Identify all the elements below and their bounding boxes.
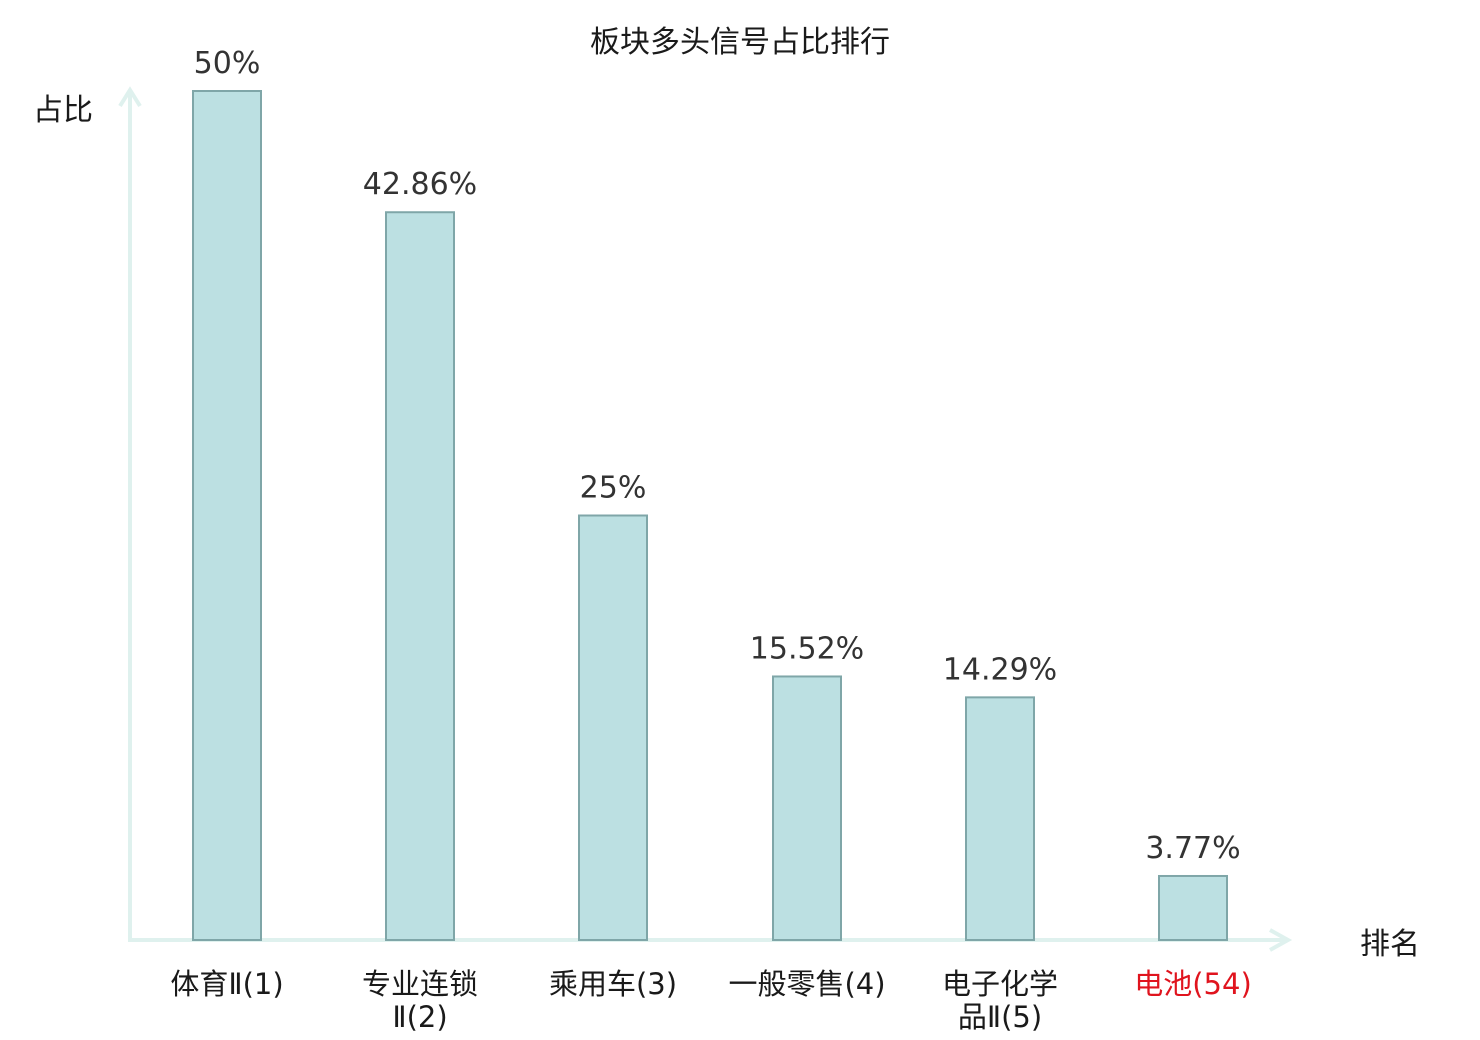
bar xyxy=(1158,874,1228,942)
bar xyxy=(578,514,648,941)
y-axis-arrow xyxy=(118,86,142,108)
category-label-line: 体育Ⅱ(1) xyxy=(170,967,283,1001)
category-label-line: 电子化学 xyxy=(942,967,1058,1001)
bar-value-label: 25% xyxy=(580,471,647,506)
bar-value-label: 14.29% xyxy=(943,652,1057,687)
bar-value-label: 42.86% xyxy=(363,167,477,202)
category-label: 专业连锁 Ⅱ(2) xyxy=(362,967,478,1034)
axes xyxy=(118,86,1293,952)
x-axis-label: 排名 xyxy=(1360,927,1420,962)
x-axis-arrow xyxy=(1269,928,1293,952)
category-label: 乘用车(3) xyxy=(549,967,677,1001)
category-label-line: 乘用车(3) xyxy=(549,967,677,1001)
category-label: 体育Ⅱ(1) xyxy=(170,967,283,1001)
category-label-line: 一般零售(4) xyxy=(728,967,885,1001)
bar xyxy=(965,696,1035,941)
chart-title: 板块多头信号占比排行 xyxy=(590,25,890,60)
category-labels-group: 体育Ⅱ(1) 专业连锁 Ⅱ(2) 乘用车(3) 一般零售(4) 电子化学品Ⅱ(5) 电池(5… xyxy=(170,967,1251,1034)
category-label-line: 专业连锁 xyxy=(362,967,478,1001)
category-label-line: 品Ⅱ(5) xyxy=(958,1000,1042,1034)
category-label: 电池(54) xyxy=(1134,967,1252,1001)
bar xyxy=(385,211,455,942)
value-labels-group: 50% 42.86% 25% 15.52% 14.29% 3.77% xyxy=(194,46,1241,866)
category-label-line: Ⅱ(2) xyxy=(392,1000,447,1034)
category-label-line: 电池(54) xyxy=(1134,967,1252,1001)
bar xyxy=(772,675,842,941)
category-label: 一般零售(4) xyxy=(728,967,885,1001)
bars-group xyxy=(192,90,1228,942)
category-label: 电子化学品Ⅱ(5) xyxy=(942,967,1058,1034)
bar-value-label: 50% xyxy=(194,46,261,81)
bar xyxy=(192,90,262,941)
bar-value-label: 15.52% xyxy=(750,631,864,666)
y-axis-label: 占比 xyxy=(33,93,93,128)
bar-value-label: 3.77% xyxy=(1145,831,1240,866)
